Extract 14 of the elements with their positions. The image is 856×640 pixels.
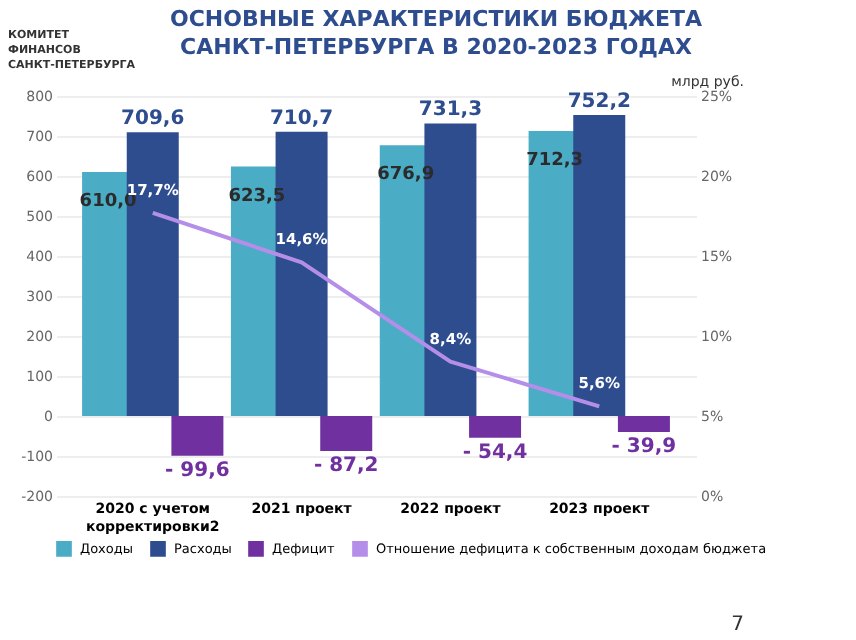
bar — [617, 416, 670, 432]
data-label: 709,6 — [121, 108, 185, 131]
bar — [171, 416, 224, 456]
data-label: 710,7 — [269, 107, 334, 130]
bar — [469, 416, 522, 438]
text: 7 — [731, 614, 744, 636]
data-label: - 87,2 — [313, 454, 379, 477]
data-label: - 99,6 — [165, 459, 230, 482]
data-label: 752,2 — [567, 91, 631, 114]
data-label: 731,3 — [418, 99, 483, 122]
bar — [320, 416, 373, 451]
chart-title: ОСНОВНЫЕ ХАРАКТЕРИСТИКИ БЮДЖЕТА САНКТ-ПЕТЕРБУРГА В 2020-2023 ГОДАХ — [169, 6, 704, 60]
data-label: - 39,9 — [611, 435, 677, 458]
data-label: - 54,4 — [462, 441, 528, 464]
